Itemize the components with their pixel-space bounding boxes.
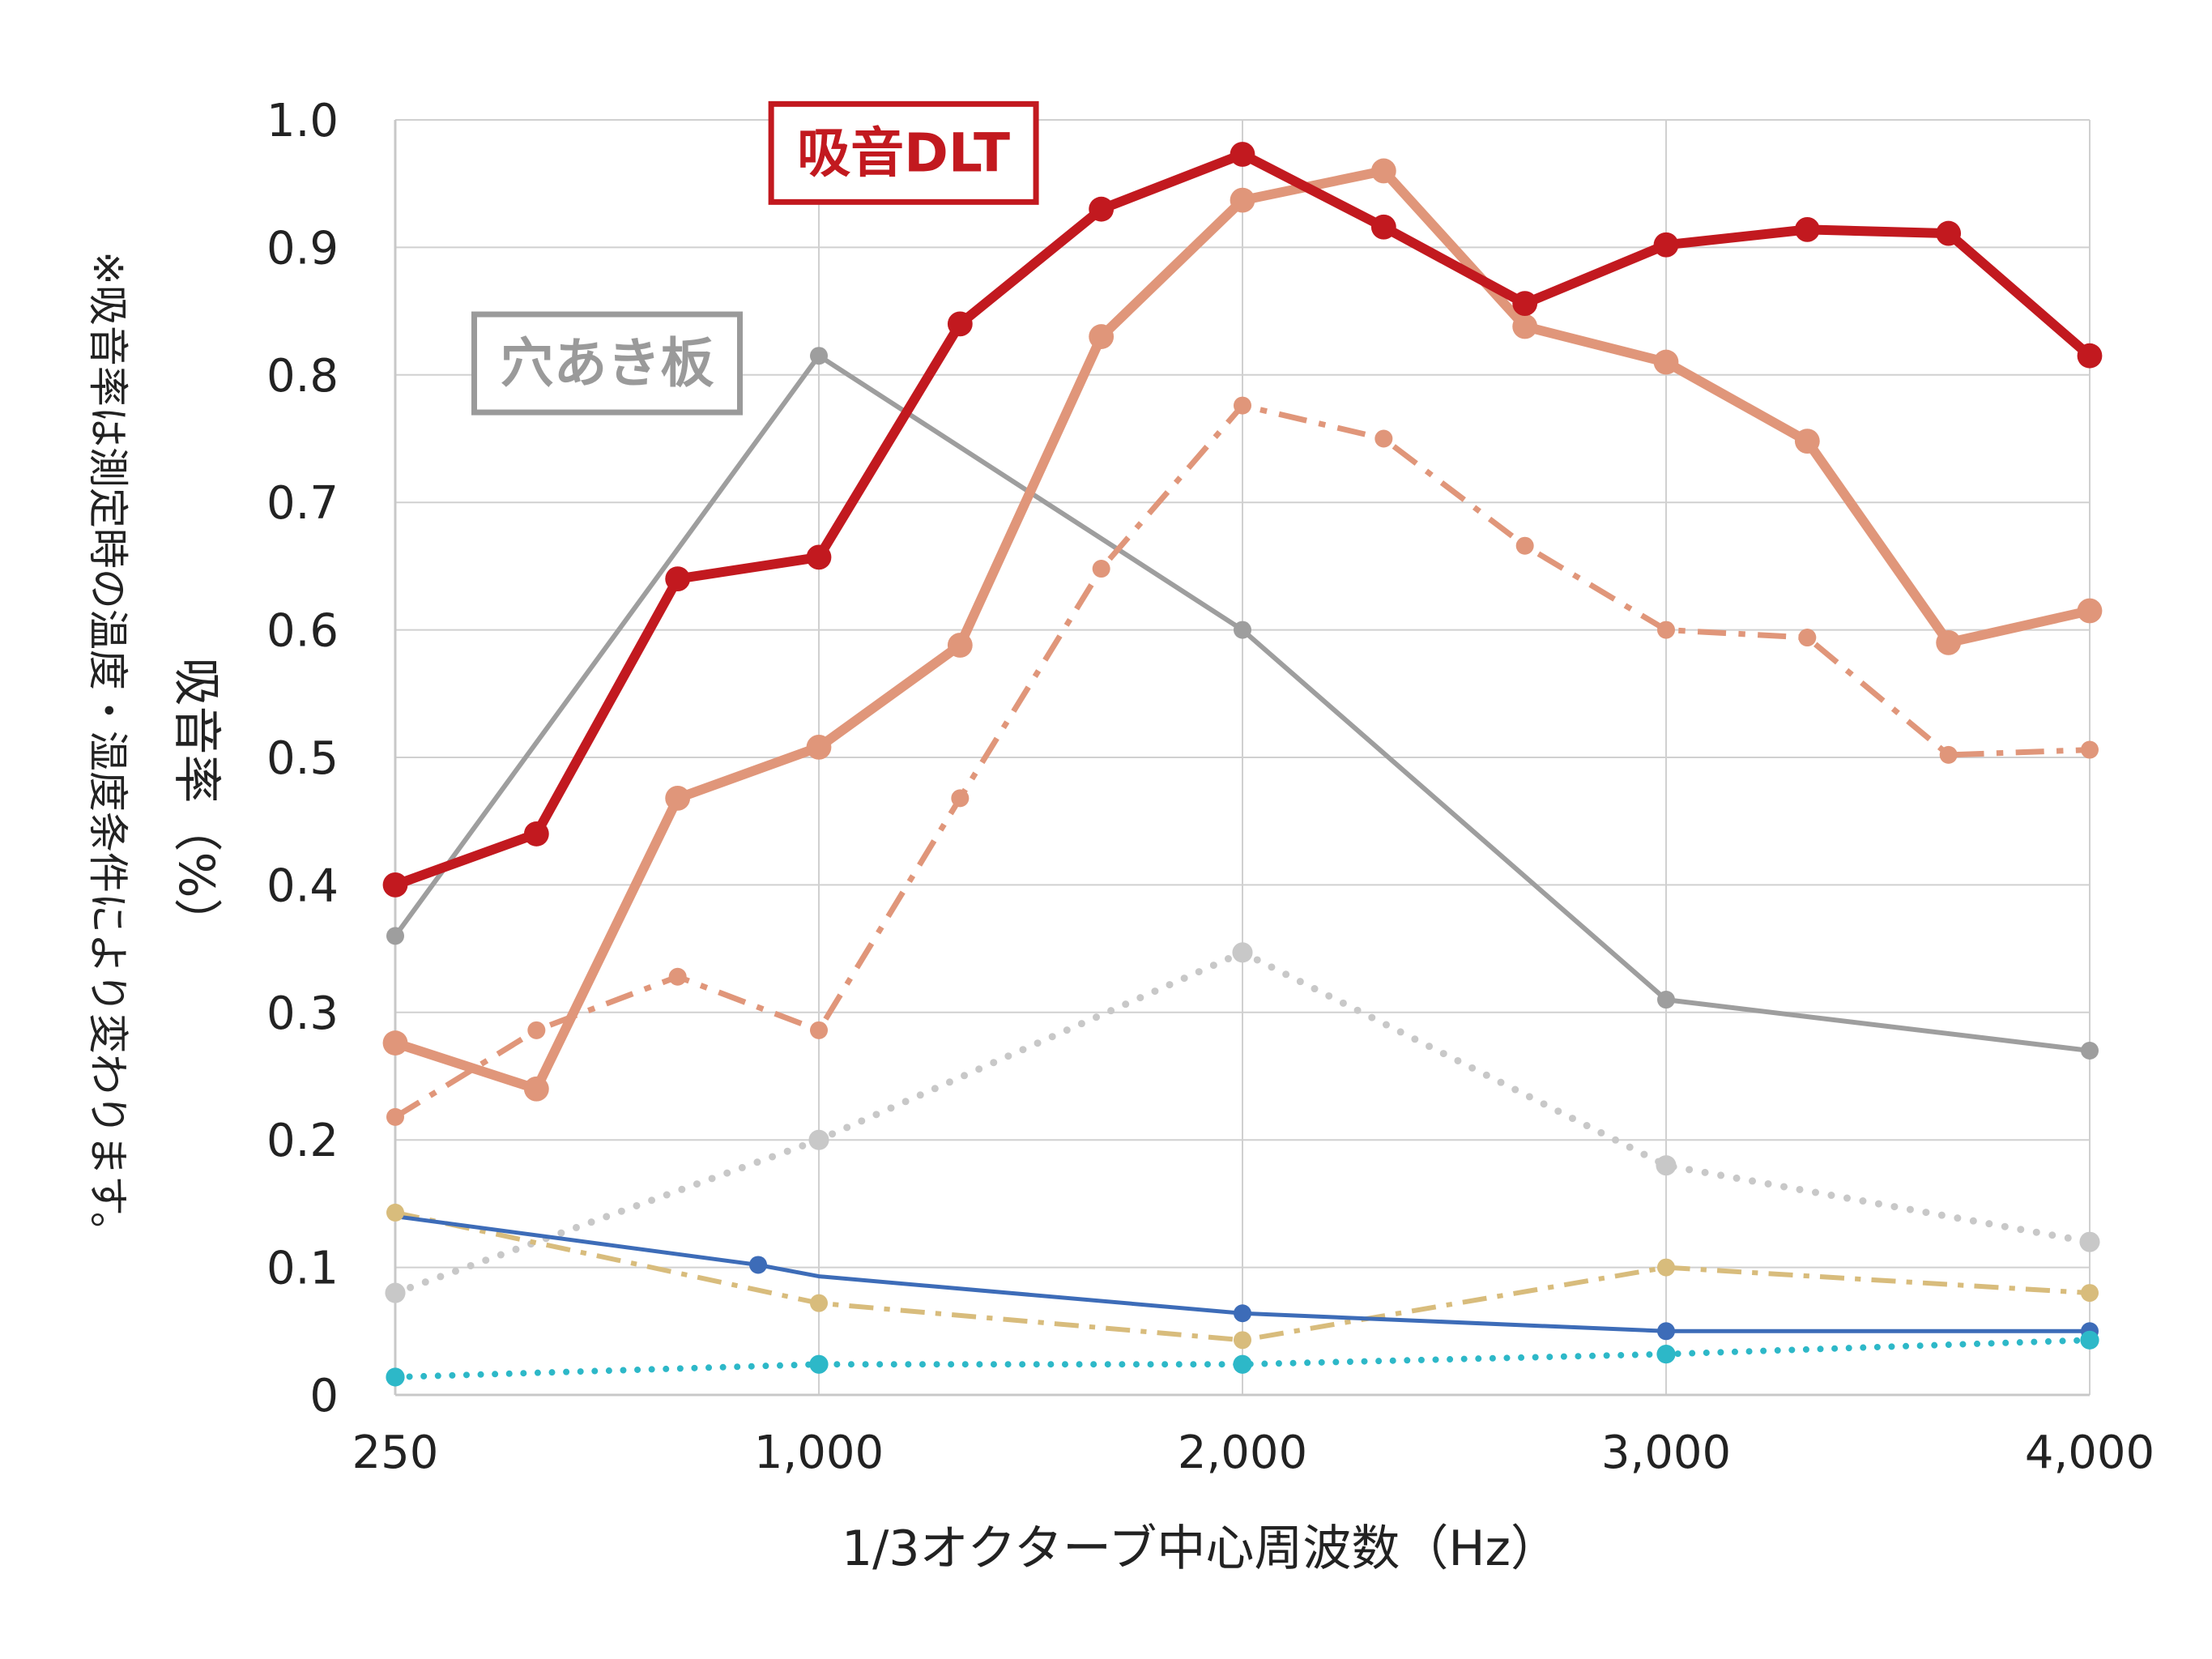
y-tick-labels: 0 0.1 0.2 0.3 0.4 0.5 0.6 0.7 0.8 0.9 1.0: [266, 95, 339, 1422]
y-tick-label: 0.9: [266, 222, 339, 275]
data-point: [806, 735, 832, 760]
data-point: [665, 785, 691, 811]
data-point: [1370, 158, 1396, 184]
data-point: [1653, 349, 1679, 375]
data-point: [951, 789, 970, 808]
data-point: [1512, 313, 1538, 339]
data-point: [1232, 942, 1253, 963]
data-point: [1370, 214, 1396, 240]
data-point: [1653, 232, 1679, 258]
footnote: ※吸音率は測定時の温度・湿度条件により変わります。: [84, 251, 131, 1252]
x-tick-label: 1,000: [754, 1427, 884, 1479]
annotation-label: 吸音DLT: [797, 122, 1010, 184]
x-tick-label: 3,000: [1601, 1427, 1731, 1479]
x-axis-label: 1/3オクターブ中心周波数（Hz）: [842, 1520, 1559, 1577]
y-axis-label: 吸音率（%）: [168, 657, 224, 946]
data-point: [806, 544, 832, 570]
series-line-8: [392, 1337, 2093, 1380]
series-line-6: [394, 1209, 2091, 1343]
grid: [394, 119, 2091, 1397]
data-point: [1515, 536, 1534, 555]
data-point: [1230, 142, 1255, 167]
data-point: [1939, 745, 1958, 764]
x-tick-label: 2,000: [1178, 1427, 1307, 1479]
data-point: [386, 1367, 405, 1387]
y-tick-label: 0.1: [266, 1243, 339, 1295]
data-point: [1089, 324, 1115, 349]
y-tick-label: 0.7: [266, 477, 339, 530]
data-point: [382, 1030, 408, 1056]
data-point: [810, 1294, 828, 1312]
data-point: [947, 633, 973, 658]
data-point: [1936, 220, 1962, 246]
data-point: [808, 1129, 829, 1150]
data-point: [2077, 598, 2103, 624]
y-tick-label: 0.2: [266, 1115, 339, 1167]
series-line-7: [393, 1214, 2092, 1333]
y-tick-label: 0: [309, 1370, 339, 1422]
data-point: [1234, 621, 1251, 639]
data-point: [810, 347, 828, 365]
x-tick-label: 4,000: [2025, 1427, 2154, 1479]
data-point: [1657, 991, 1675, 1009]
data-point: [665, 566, 691, 592]
annotation-frame: [768, 100, 1039, 205]
annotation-box: 穴あき板: [471, 311, 743, 416]
x-tick-label: 250: [352, 1427, 439, 1479]
data-point: [749, 1256, 768, 1274]
data-point: [1794, 429, 1820, 454]
data-point: [1656, 1345, 1676, 1364]
data-point: [523, 821, 549, 847]
data-point: [2081, 740, 2099, 759]
data-point: [1375, 429, 1393, 448]
data-point: [1798, 629, 1817, 647]
series-markers: [382, 142, 2103, 1387]
data-point: [385, 1282, 406, 1303]
data-point: [1657, 1322, 1675, 1341]
x-tick-labels: 250 1,000 2,000 3,000 4,000: [352, 1427, 2155, 1479]
data-point: [523, 1076, 549, 1102]
annotation-box: 吸音DLT: [768, 100, 1039, 205]
data-point: [810, 1021, 828, 1039]
data-point: [809, 1354, 829, 1374]
data-point: [1089, 196, 1115, 222]
data-point: [2081, 1284, 2099, 1303]
data-point: [1230, 187, 1255, 213]
data-point: [1657, 621, 1675, 639]
y-tick-label: 0.6: [266, 605, 339, 658]
annotation-label: 穴あき板: [501, 332, 714, 394]
data-point: [386, 927, 404, 945]
data-point: [2079, 1231, 2100, 1252]
data-point: [1092, 560, 1110, 578]
data-point: [947, 311, 973, 337]
data-point: [1936, 629, 1962, 655]
y-tick-label: 0.4: [266, 859, 339, 912]
data-point: [1234, 396, 1251, 415]
data-point: [2077, 343, 2103, 369]
data-point: [527, 1021, 546, 1039]
y-tick-label: 1.0: [266, 95, 339, 147]
data-point: [1512, 291, 1538, 317]
annotation-frame: [471, 311, 743, 416]
data-point: [1234, 1331, 1251, 1350]
data-point: [386, 1203, 404, 1222]
data-point: [1794, 216, 1820, 242]
annotations: 吸音DLT 穴あき板: [471, 100, 1039, 416]
data-point: [668, 967, 687, 986]
data-point: [1656, 1155, 1677, 1176]
data-point: [386, 1107, 404, 1126]
data-point: [1233, 1354, 1252, 1374]
data-point: [382, 872, 408, 898]
y-tick-label: 0.5: [266, 732, 339, 785]
data-point: [2080, 1330, 2099, 1350]
y-tick-label: 0.3: [266, 987, 339, 1040]
data-point: [2081, 1042, 2099, 1060]
data-point: [1234, 1304, 1251, 1323]
y-tick-label: 0.8: [266, 350, 339, 403]
data-point: [1657, 1258, 1675, 1277]
